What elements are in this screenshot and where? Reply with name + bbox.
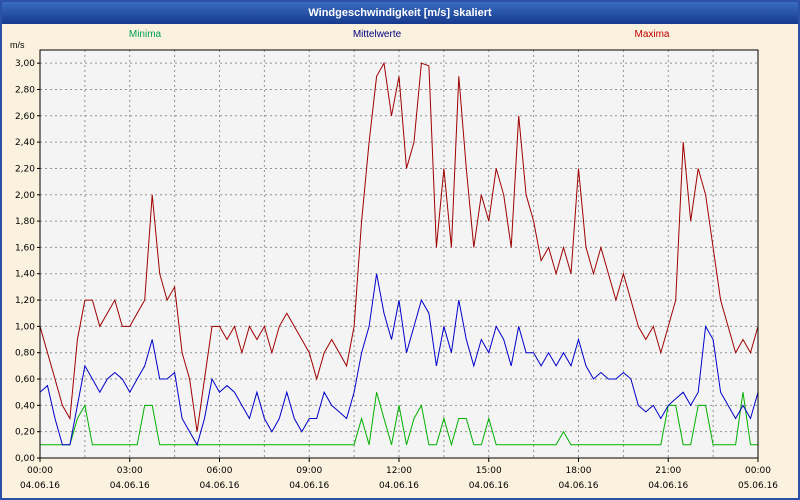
svg-text:00:00: 00:00	[27, 466, 53, 476]
svg-text:04.06.16: 04.06.16	[648, 481, 688, 491]
svg-text:2,00: 2,00	[15, 191, 35, 201]
svg-text:12:00: 12:00	[386, 466, 412, 476]
svg-text:1,20: 1,20	[15, 296, 35, 306]
svg-text:04.06.16: 04.06.16	[469, 481, 509, 491]
svg-text:18:00: 18:00	[566, 466, 592, 476]
svg-text:0,60: 0,60	[15, 375, 35, 385]
y-axis-unit-label: m/s	[10, 40, 25, 50]
svg-text:1,00: 1,00	[15, 322, 35, 332]
svg-text:1,80: 1,80	[15, 217, 35, 227]
svg-text:1,40: 1,40	[15, 270, 35, 280]
svg-text:0,20: 0,20	[15, 428, 35, 438]
svg-text:3,00: 3,00	[15, 59, 35, 69]
svg-text:0,40: 0,40	[15, 401, 35, 411]
svg-text:15:00: 15:00	[476, 466, 502, 476]
title-bar: Windgeschwindigkeit [m/s] skaliert	[2, 2, 798, 24]
svg-text:03:00: 03:00	[117, 466, 143, 476]
svg-text:05.06.16: 05.06.16	[738, 481, 778, 491]
svg-text:0,00: 0,00	[15, 454, 35, 464]
svg-text:2,20: 2,20	[15, 164, 35, 174]
svg-text:04.06.16: 04.06.16	[289, 481, 329, 491]
svg-text:04.06.16: 04.06.16	[558, 481, 598, 491]
svg-text:04.06.16: 04.06.16	[110, 481, 150, 491]
svg-text:21:00: 21:00	[655, 466, 681, 476]
svg-text:04.06.16: 04.06.16	[199, 481, 239, 491]
svg-text:09:00: 09:00	[296, 466, 322, 476]
svg-text:06:00: 06:00	[207, 466, 233, 476]
chart-svg: 0,00 0,20 0,40 0,60 0,80 1,00 1,20 1,40 1,60 1,80…	[15, 49, 778, 491]
svg-text:00:00: 00:00	[745, 466, 771, 476]
legend-maxima: Maxima	[634, 29, 670, 40]
chart-title: Windgeschwindigkeit [m/s] skaliert	[308, 7, 492, 19]
legend-mittelwerte: Mittelwerte	[352, 29, 402, 40]
svg-text:2,40: 2,40	[15, 138, 35, 148]
legend-minima: Minima	[128, 29, 162, 40]
svg-text:1,60: 1,60	[15, 243, 35, 253]
svg-text:2,60: 2,60	[15, 112, 35, 122]
svg-text:04.06.16: 04.06.16	[20, 481, 60, 491]
svg-text:0,80: 0,80	[15, 349, 35, 359]
svg-text:04.06.16: 04.06.16	[379, 481, 419, 491]
svg-text:2,80: 2,80	[15, 85, 35, 95]
